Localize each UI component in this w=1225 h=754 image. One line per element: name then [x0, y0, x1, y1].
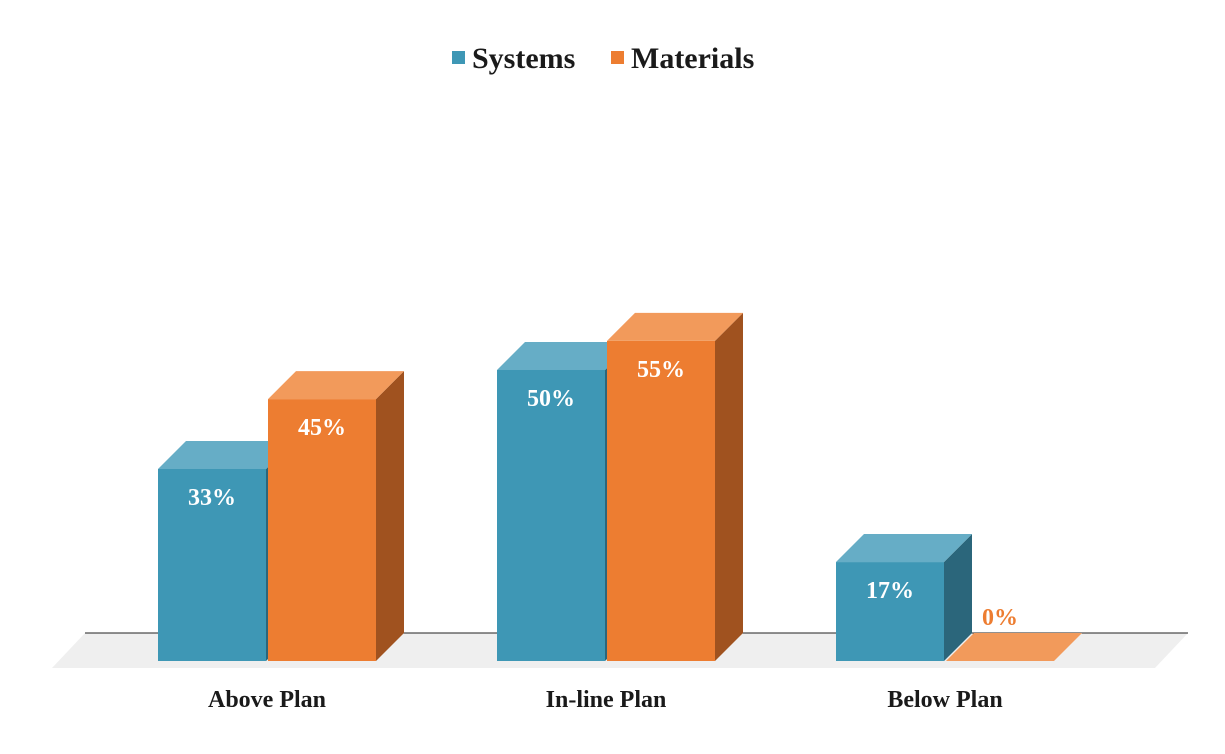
category-label-in-line-plan: In-line Plan	[546, 687, 667, 713]
category-labels-layer: Above Plan In-line Plan Below Plan	[208, 687, 1003, 713]
data-label-materials-below-plan: 0%	[982, 605, 1018, 631]
legend-label-systems: Systems	[472, 42, 575, 75]
bar-side-materials-above-plan	[376, 371, 404, 661]
data-label-systems-in-line-plan: 50%	[527, 386, 575, 412]
bar-top-systems-in-line-plan	[497, 342, 633, 370]
bar-systems-below-plan	[836, 534, 972, 661]
data-labels-layer: 33% 45% 50% 55% 17% 0%	[188, 357, 1018, 631]
legend: Systems Materials	[452, 42, 754, 75]
bar-top-systems-below-plan	[836, 534, 972, 563]
bar-materials-above-plan	[268, 371, 404, 661]
bar-front-systems-above-plan	[158, 468, 266, 661]
legend-swatch-materials	[611, 51, 624, 64]
data-label-materials-in-line-plan: 55%	[637, 357, 685, 383]
bar-side-materials-in-line-plan	[715, 312, 743, 661]
bar-front-systems-below-plan	[836, 562, 944, 661]
bar-top-materials-below-plan	[946, 633, 1082, 661]
legend-swatch-systems	[452, 51, 465, 64]
bar-front-systems-in-line-plan	[497, 370, 605, 661]
category-label-below-plan: Below Plan	[887, 687, 1002, 713]
bar-materials-in-line-plan	[607, 312, 743, 661]
bar-top-materials-in-line-plan	[607, 312, 743, 341]
bar-materials-below-plan	[946, 633, 1082, 661]
bar-side-systems-below-plan	[944, 534, 972, 661]
legend-label-materials: Materials	[631, 42, 754, 75]
bar-front-materials-in-line-plan	[607, 340, 715, 661]
data-label-materials-above-plan: 45%	[298, 415, 346, 441]
category-label-above-plan: Above Plan	[208, 687, 326, 713]
bar-front-materials-above-plan	[268, 399, 376, 661]
bar-top-materials-above-plan	[268, 371, 404, 400]
bars-layer	[158, 312, 1082, 661]
bar-top-systems-above-plan	[158, 440, 294, 469]
data-label-systems-above-plan: 33%	[188, 485, 236, 511]
data-label-systems-below-plan: 17%	[866, 578, 914, 604]
